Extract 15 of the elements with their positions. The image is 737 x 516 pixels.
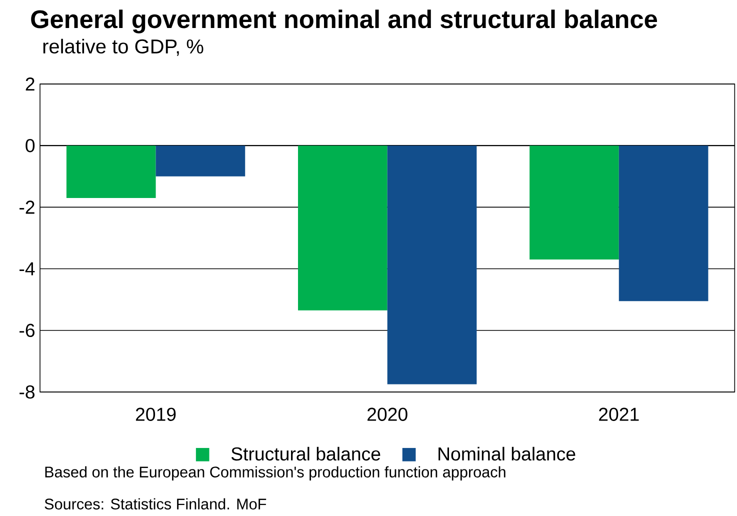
y-tick-label: -8 (20, 385, 34, 399)
chart-subtitle: relative to GDP, % (43, 38, 204, 56)
y-tick-label: 0 (26, 138, 35, 152)
x-tick-label: 2020 (368, 408, 408, 421)
x-tick-label: 2019 (136, 408, 176, 421)
chart-title: General government nominal and structural balance (31, 10, 658, 34)
text: Based on the European Commission's production function approach (45, 466, 506, 480)
y-tick-label: 2 (26, 77, 34, 91)
y-tick-label: -2 (20, 200, 34, 214)
source-note: Sources: Statistics Finland. MoF (44, 498, 266, 510)
y-tick-label: -6 (20, 324, 34, 337)
legend-label: Structural balance (231, 446, 380, 461)
y-tick-label: -4 (20, 262, 35, 276)
legend-label: Nominal balance (438, 446, 576, 461)
x-tick-label: 2021 (599, 408, 639, 421)
